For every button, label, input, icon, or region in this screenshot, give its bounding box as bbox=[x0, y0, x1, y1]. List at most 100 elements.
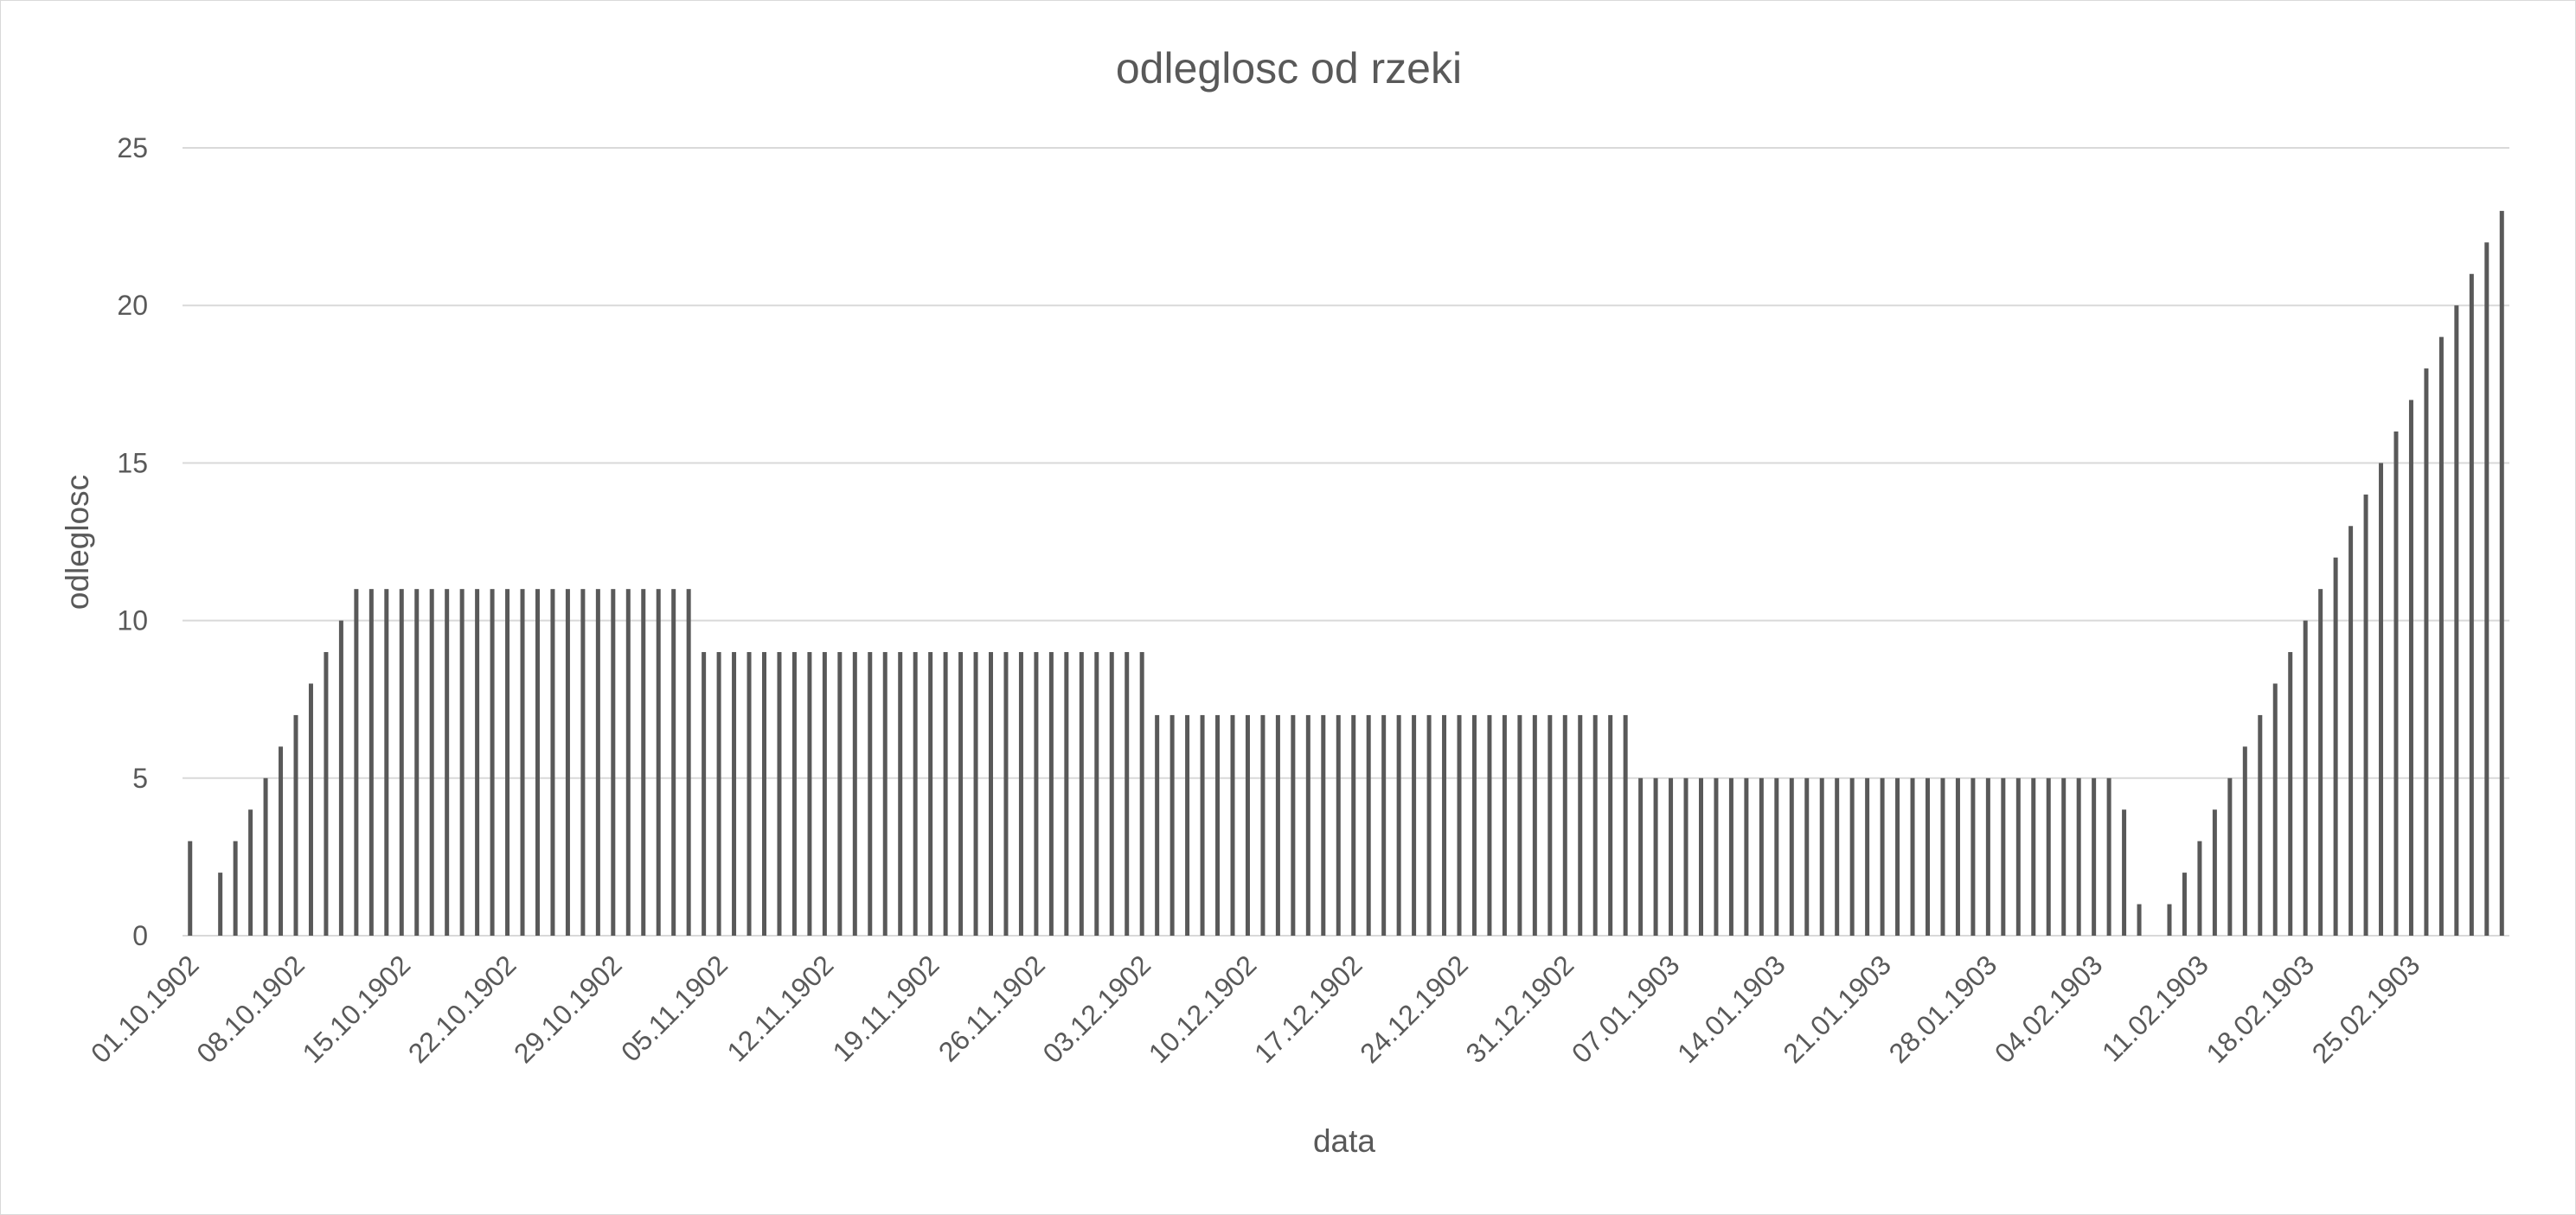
x-tick-label: 17.12.1902 bbox=[1248, 949, 1368, 1069]
bar bbox=[2288, 652, 2293, 936]
x-tick-label: 11.02.1903 bbox=[2096, 949, 2214, 1067]
bar bbox=[565, 589, 570, 936]
bar bbox=[716, 652, 721, 936]
bar bbox=[1835, 777, 1840, 936]
bar bbox=[958, 652, 964, 936]
bar bbox=[1819, 777, 1824, 936]
x-tick-label: 04.02.1903 bbox=[1989, 949, 2109, 1069]
bar bbox=[611, 589, 616, 936]
bar bbox=[2469, 273, 2474, 936]
bar bbox=[973, 652, 978, 936]
bar bbox=[1955, 777, 1960, 936]
x-tick-label: 25.02.1903 bbox=[2306, 949, 2426, 1069]
y-tick-label: 15 bbox=[117, 447, 148, 478]
bar bbox=[1109, 652, 1114, 936]
bar bbox=[928, 652, 933, 936]
bar bbox=[1669, 777, 1674, 936]
bar bbox=[520, 589, 525, 936]
bar bbox=[686, 589, 691, 936]
x-tick-label: 26.11.1902 bbox=[932, 949, 1051, 1067]
bar bbox=[1744, 777, 1749, 936]
bar bbox=[671, 589, 676, 936]
bar bbox=[293, 714, 298, 936]
bar bbox=[1804, 777, 1810, 936]
bar bbox=[1714, 777, 1719, 936]
bar bbox=[2499, 210, 2504, 936]
bar bbox=[1759, 777, 1764, 936]
x-tick-label: 24.12.1902 bbox=[1354, 949, 1474, 1069]
bar bbox=[2227, 777, 2233, 936]
bar bbox=[595, 589, 600, 936]
y-tick-labels: 0 5 10 15 20 25 bbox=[117, 132, 148, 951]
bar bbox=[656, 589, 661, 936]
bar bbox=[1698, 777, 1703, 936]
bar bbox=[1366, 714, 1371, 936]
y-tick-label: 20 bbox=[117, 290, 148, 321]
bar bbox=[1849, 777, 1855, 936]
bar bbox=[368, 589, 374, 936]
bar bbox=[459, 589, 465, 936]
x-tick-label: 19.11.1902 bbox=[827, 949, 945, 1067]
bar bbox=[1487, 714, 1492, 936]
bars bbox=[188, 210, 2504, 937]
bar bbox=[2379, 463, 2384, 936]
x-tick-label: 18.02.1903 bbox=[2200, 949, 2320, 1069]
bar bbox=[233, 841, 238, 936]
bar bbox=[248, 809, 253, 936]
bar bbox=[1592, 714, 1598, 936]
bar bbox=[1291, 714, 1296, 936]
bar bbox=[1608, 714, 1613, 936]
bar bbox=[807, 652, 812, 936]
bar bbox=[399, 589, 404, 936]
bar bbox=[1351, 714, 1356, 936]
bar bbox=[1457, 714, 1462, 936]
bar bbox=[2061, 777, 2067, 936]
bar bbox=[1562, 714, 1567, 936]
bar bbox=[1321, 714, 1326, 936]
x-tick-label: 14.01.1903 bbox=[1671, 949, 1791, 1069]
bar bbox=[475, 589, 480, 936]
x-tick-label: 08.10.1902 bbox=[190, 949, 311, 1069]
bar bbox=[2318, 589, 2323, 936]
y-tick-label: 10 bbox=[117, 605, 148, 636]
bar bbox=[1985, 777, 1990, 936]
bar bbox=[641, 589, 646, 936]
y-axis-title: odleglosc bbox=[60, 475, 95, 610]
bar bbox=[1940, 777, 1945, 936]
bar bbox=[445, 589, 450, 936]
x-tick-label: 05.11.1902 bbox=[615, 949, 734, 1067]
bar bbox=[324, 652, 329, 936]
bar bbox=[1910, 777, 1915, 936]
bar bbox=[1305, 714, 1310, 936]
chart-title: odleglosc od rzeki bbox=[1116, 44, 1462, 93]
bar bbox=[490, 589, 495, 936]
bar bbox=[791, 652, 797, 936]
bar bbox=[2242, 746, 2247, 936]
bar bbox=[2015, 777, 2021, 936]
bar bbox=[2454, 305, 2459, 936]
bar bbox=[384, 589, 389, 936]
bar bbox=[1381, 714, 1387, 936]
bar bbox=[1774, 777, 1779, 936]
bar bbox=[898, 652, 903, 936]
x-tick-label: 28.01.1903 bbox=[1883, 949, 2003, 1069]
x-tick-label: 10.12.1902 bbox=[1143, 949, 1263, 1069]
bar bbox=[308, 683, 313, 936]
bar bbox=[1471, 714, 1477, 936]
bar bbox=[1230, 714, 1235, 936]
bar bbox=[1155, 714, 1160, 936]
bar bbox=[1895, 777, 1900, 936]
bar bbox=[1517, 714, 1522, 936]
x-tick-label: 22.10.1902 bbox=[402, 949, 522, 1069]
bar bbox=[1728, 777, 1733, 936]
bar bbox=[2272, 683, 2278, 936]
bar bbox=[868, 652, 873, 936]
bar bbox=[1789, 777, 1794, 936]
bar bbox=[2258, 714, 2263, 936]
bar bbox=[1683, 777, 1688, 936]
bar bbox=[1260, 714, 1266, 936]
bar bbox=[1532, 714, 1537, 936]
y-tick-label: 5 bbox=[132, 763, 148, 794]
bar bbox=[1079, 652, 1084, 936]
